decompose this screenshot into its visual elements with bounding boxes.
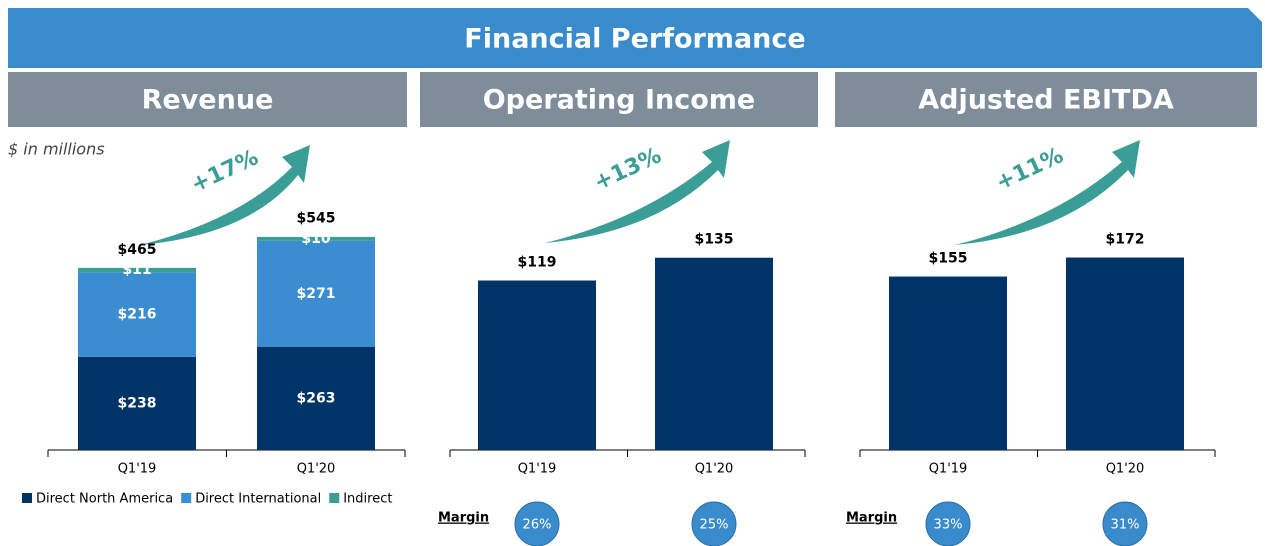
growth-arrow [545,140,730,243]
x-tick-label: Q1'19 [118,462,157,477]
bar-segment [78,267,196,273]
value-label: $11 [122,262,151,278]
x-tick-label: Q1'20 [695,462,734,477]
growth-label: +13% [590,143,665,196]
bar-segment [78,356,196,450]
value-label: $271 [297,286,336,302]
bar-segment [78,272,196,357]
legend-label: Direct International [195,492,321,507]
margin-badge [925,501,971,546]
bar [655,257,773,450]
margin-badge [691,501,737,546]
value-label: $238 [118,395,157,411]
margin-value: 33% [934,518,963,533]
margin-label: Margin [846,511,897,526]
x-tick-label: Q1'19 [518,462,557,477]
legend-swatch [22,493,32,503]
x-tick-label: Q1'20 [1106,462,1145,477]
margin-value: 25% [700,518,729,533]
legend-swatch [181,493,192,503]
panel-header [835,72,1257,127]
value-label: $263 [297,390,336,406]
value-label: $172 [1106,232,1145,248]
value-label: $545 [297,211,336,227]
margin-badge [514,501,560,546]
panel-title: Operating Income [483,85,756,116]
value-label: $10 [301,231,330,247]
bar [889,276,1007,450]
x-tick-label: Q1'20 [297,462,336,477]
banner-title: Financial Performance [464,24,805,55]
value-label: $465 [118,242,157,258]
margin-value: 31% [1111,518,1140,533]
value-label: $119 [518,255,557,271]
margin-label: Margin [438,511,489,526]
panel-title: Adjusted EBITDA [918,85,1174,116]
bar-segment [257,346,375,450]
x-tick-label: Q1'19 [929,462,968,477]
value-label: $135 [695,232,734,248]
bar-segment [257,240,375,347]
legend-swatch [329,493,340,503]
panel-title: Revenue [142,85,274,116]
legend-label: Indirect [343,492,392,507]
panel-header [8,72,407,127]
bar [1066,257,1184,450]
growth-label: +17% [187,145,262,198]
bar-segment [257,236,375,241]
panel-header [420,72,818,127]
growth-label: +11% [992,143,1067,196]
value-label: $155 [929,251,968,267]
growth-arrow [140,145,310,245]
growth-arrow [955,140,1140,245]
note: $ in millions [8,140,105,159]
bar [478,280,596,450]
value-label: $216 [118,306,157,322]
banner [8,8,1262,68]
margin-value: 26% [523,518,552,533]
legend-label: Direct North America [36,492,173,507]
margin-badge [1102,501,1148,546]
